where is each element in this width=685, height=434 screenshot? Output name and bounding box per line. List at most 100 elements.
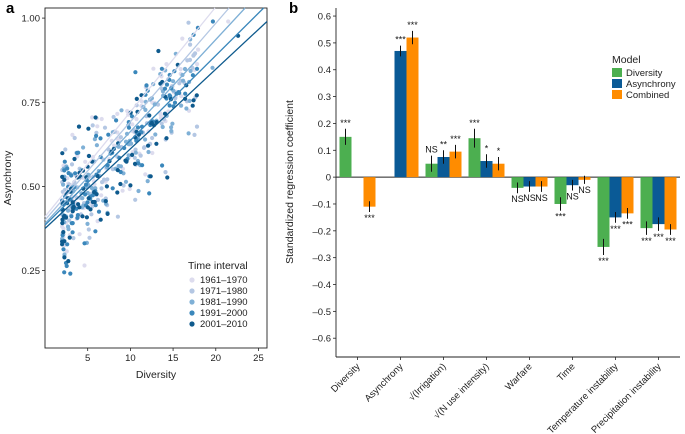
bar-categories: Diversity Asynchrony √(Irrigation)√(N use … <box>329 356 680 434</box>
scatter-point <box>60 221 65 226</box>
legend-swatch-diversity <box>612 68 622 77</box>
scatter-point <box>196 47 201 52</box>
scatter-point <box>66 171 71 176</box>
significance-label: *** <box>641 236 652 246</box>
bar-combined-irrigation <box>449 151 462 178</box>
scatter-point <box>99 193 104 198</box>
scatter-point <box>83 159 88 164</box>
bar-diversity-time <box>554 177 567 204</box>
legend-title-time-interval: Time interval <box>188 260 248 272</box>
scatter-point <box>76 124 82 129</box>
bar-y-tick-label-2: 0.4 <box>318 65 331 76</box>
scatter-point <box>62 159 67 164</box>
scatter-point <box>143 172 148 177</box>
fit-line-1961-1970 <box>44 7 216 218</box>
scatter-point <box>95 197 101 202</box>
scatter-point <box>194 93 199 98</box>
scatter-point <box>60 242 65 247</box>
scatter-point <box>67 235 72 240</box>
scatter-point <box>142 145 147 150</box>
scatter-point <box>72 135 77 141</box>
significance-label: NS <box>511 194 524 204</box>
scatter-point <box>153 132 158 137</box>
scatter-point <box>147 113 152 118</box>
scatter-point <box>94 130 99 135</box>
scatter-point <box>110 186 115 191</box>
scatter-point <box>190 73 195 78</box>
scatter-point <box>154 141 159 146</box>
legend-label-asynchrony: Asynchrony <box>626 79 676 90</box>
significance-label: *** <box>610 224 621 234</box>
bar-y-tick-label-0: 0.6 <box>318 12 331 23</box>
legend-label-1961-1970: 1961–1970 <box>200 275 248 286</box>
bar-plot-area: 0.6 0.5 0.4 0.3 0.2 0.1 0 –0.1 –0.2 –0.3 –0.4 –0.5 –… <box>313 8 680 434</box>
legend-label-1981-1990: 1981–1990 <box>200 297 248 308</box>
scatter-point <box>178 67 183 72</box>
legend-label-combined: Combined <box>626 90 669 101</box>
scatter-point <box>98 217 103 222</box>
significance-label: *** <box>340 118 351 128</box>
legend-swatch-asynchrony <box>612 79 622 88</box>
scatter-point <box>186 131 191 136</box>
legend-marker-1991-2000 <box>189 310 195 316</box>
legend-marker-1961-1970 <box>189 277 195 283</box>
scatter-point <box>164 62 169 67</box>
scatter-point <box>179 94 184 99</box>
y-tick-label-2: 0.75 <box>22 98 41 109</box>
bar-y-tick-label-8: –0.2 <box>313 226 332 237</box>
scatter-point <box>115 168 120 173</box>
scatter-point <box>90 204 95 209</box>
scatter-point <box>136 188 141 194</box>
scatter-point <box>86 196 91 201</box>
scatter-point <box>140 163 145 168</box>
scatter-point <box>160 124 165 130</box>
bar-combined-asynchrony <box>406 37 419 178</box>
y-tick-label-0: 0.25 <box>22 266 41 277</box>
scatter-point <box>60 151 65 156</box>
scatter-point <box>93 115 98 120</box>
scatter-point <box>63 215 69 220</box>
scatter-point <box>60 200 66 205</box>
scatter-point <box>80 214 85 219</box>
bar-y-tick-label-6: 0 <box>326 173 331 184</box>
scatter-point <box>86 227 91 232</box>
x-tick-label-4: 25 <box>253 353 264 364</box>
scatter-point <box>64 249 69 254</box>
scatter-x-axis-label: Diversity <box>136 369 177 381</box>
significance-label: NS <box>578 185 591 195</box>
scatter-point <box>188 42 193 47</box>
scatter-point <box>145 179 150 184</box>
scatter-point <box>138 153 143 158</box>
scatter-point <box>169 128 174 134</box>
scatter-point <box>75 213 80 218</box>
scatter-point <box>118 181 123 187</box>
significance-label: ** <box>440 139 448 149</box>
scatter-point <box>99 116 104 122</box>
scatter-legend: Time interval 1961–19701971–19801981–199… <box>188 260 248 330</box>
scatter-point <box>183 91 188 96</box>
significance-label: NS <box>535 193 548 203</box>
scatter-point <box>120 188 125 193</box>
scatter-point <box>85 221 90 226</box>
scatter-point <box>163 170 168 175</box>
scatter-point <box>73 171 78 176</box>
scatter-point <box>134 117 139 122</box>
significance-label: * <box>485 143 489 153</box>
bar-y-tick-label-1: 0.5 <box>318 38 331 49</box>
scatter-point <box>115 111 120 116</box>
bar-combined-temperature-instability <box>621 177 634 214</box>
scatter-plot-area: 5 10 15 20 25 0.25 0.50 0.75 1.00 Time interval … <box>22 7 268 364</box>
scatter-point <box>70 230 75 235</box>
panel-b-label: b <box>289 0 298 17</box>
scatter-point <box>69 162 75 167</box>
bar-asynchrony-temperature-instability <box>609 177 622 218</box>
scatter-point <box>87 235 92 240</box>
scatter-point <box>165 175 170 180</box>
scatter-point <box>126 153 131 158</box>
legend-swatch-combined <box>612 90 622 99</box>
bar-group-precipitation-instability: *** *** *** <box>640 177 677 246</box>
scatter-points <box>60 19 241 276</box>
scatter-point <box>159 121 164 126</box>
scatter-ticks: 5 10 15 20 25 0.25 0.50 0.75 1.00 <box>22 14 264 364</box>
scatter-point <box>167 103 172 108</box>
